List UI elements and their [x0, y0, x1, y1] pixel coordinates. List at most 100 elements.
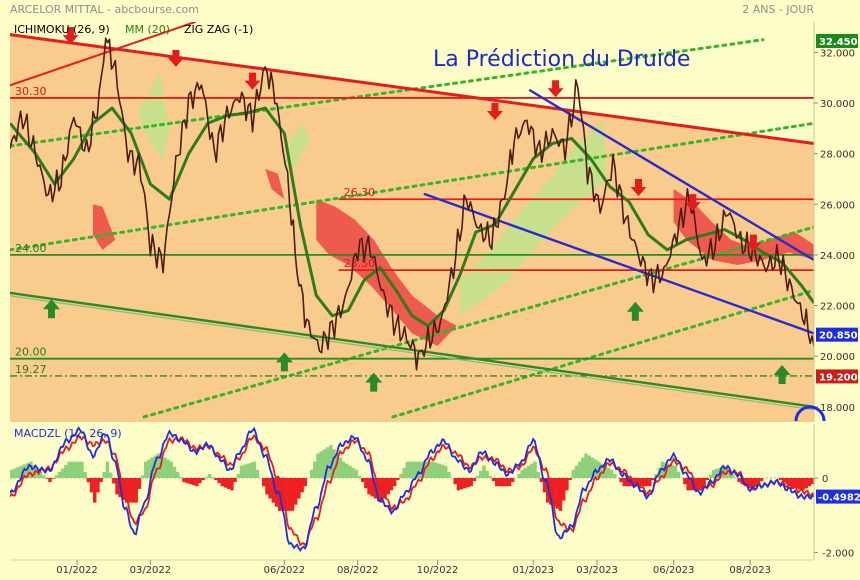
- macd-histogram-bar: [463, 478, 467, 489]
- macd-histogram-bar: [108, 472, 113, 479]
- macd-histogram-bar: [705, 478, 710, 481]
- level-price-badge: 19.200: [819, 372, 858, 383]
- last-price-badge: 20.850: [819, 331, 858, 342]
- macd-histogram-bar: [345, 463, 349, 479]
- level-label-1: 26.30: [344, 186, 376, 199]
- macd-histogram-bar: [124, 478, 129, 503]
- macd-histogram-bar: [412, 461, 416, 479]
- macd-histogram-bar: [51, 478, 55, 479]
- up-arrow-4: [773, 365, 791, 385]
- support-line-shadow: [10, 295, 814, 411]
- macd-histogram-bar: [581, 457, 585, 479]
- macd-histogram-bar: [504, 478, 509, 487]
- macd-histogram-bar: [479, 470, 483, 479]
- macd-histogram-bar: [699, 478, 703, 491]
- macd-histogram-bar: [61, 468, 65, 479]
- trendline-4: [528, 89, 814, 262]
- x-tick-label-0: 01/2022: [56, 565, 98, 576]
- macd-histogram-bar: [57, 471, 62, 479]
- macd-histogram-bar: [287, 478, 292, 511]
- macd-histogram-bar: [25, 462, 30, 479]
- macd-histogram-bar: [577, 461, 582, 479]
- macd-histogram-bar: [370, 478, 375, 497]
- moving-average-line: [10, 106, 814, 328]
- macd-histogram-bar: [64, 465, 68, 479]
- macd-histogram-bar: [338, 457, 343, 479]
- macd-histogram-bar: [613, 473, 617, 479]
- macd-histogram-bar: [99, 478, 103, 483]
- macd-histogram-bar: [667, 463, 671, 479]
- macd-histogram-bar: [459, 478, 464, 490]
- macd-histogram-bar: [322, 449, 327, 479]
- macd-histogram-bar: [810, 478, 814, 485]
- macd-histogram-bar: [147, 459, 151, 479]
- macd-histogram-bar: [96, 478, 100, 493]
- macd-histogram-bar: [737, 478, 741, 483]
- macd-histogram-bar: [211, 477, 215, 479]
- x-tick-label-8: 08/2023: [729, 565, 771, 576]
- level-price-badge-bg: [816, 369, 858, 384]
- macd-histogram-bar: [316, 453, 320, 479]
- macd-histogram-bar: [453, 478, 457, 485]
- macd-histogram-bar: [262, 478, 266, 487]
- cloud-bear-0: [92, 204, 116, 250]
- macd-histogram-bar: [54, 475, 59, 479]
- macd-histogram-bar: [230, 478, 234, 491]
- macd-histogram-bar: [351, 467, 355, 479]
- up-arrow-0: [42, 299, 60, 319]
- price-tick-label-5: 28.000: [820, 150, 855, 161]
- macd-histogram-bar: [179, 477, 183, 479]
- macd-histogram-bar: [255, 469, 260, 479]
- macd-histogram-bar: [526, 465, 531, 479]
- macd-histogram-bar: [153, 455, 158, 479]
- macd-histogram-bar: [702, 478, 706, 486]
- macd-histogram-bar: [558, 478, 563, 511]
- macd-histogram-bar: [565, 478, 569, 491]
- macd-histogram-bar: [804, 478, 808, 489]
- level-label-4: 20.00: [15, 346, 47, 359]
- channel-line-0: [10, 38, 765, 148]
- macd-histogram-bar: [689, 478, 694, 491]
- macd-histogram-bar: [494, 478, 499, 487]
- macd-histogram-bar: [364, 478, 368, 489]
- macd-histogram-bar: [185, 478, 189, 484]
- macd-histogram-bar: [284, 478, 288, 511]
- panel-zone: [10, 34, 814, 422]
- macd-histogram-bar: [354, 469, 359, 479]
- macd-histogram-bar: [217, 478, 221, 484]
- price-tick-label-1: 20.000: [820, 352, 855, 363]
- macd-histogram-bar: [86, 478, 91, 483]
- macd-histogram-bar: [418, 461, 422, 479]
- macd-histogram-bar: [303, 478, 308, 487]
- macd-histogram-bar: [332, 449, 336, 479]
- legend-ichimoku: ICHIMOKU (26, 9): [14, 23, 110, 36]
- macd-histogram-bar: [10, 469, 14, 479]
- macd-histogram-bar: [791, 478, 796, 488]
- macd-histogram-bar: [715, 468, 719, 479]
- x-tick-label-6: 03/2023: [576, 565, 618, 576]
- legend-mm: MM (20): [125, 23, 170, 36]
- macd-last-badge-bg: [816, 489, 860, 504]
- macd-histogram-bar: [13, 468, 17, 479]
- macd-histogram-bar: [788, 478, 792, 487]
- macd-histogram-bar: [16, 467, 20, 479]
- down-arrow-4: [547, 80, 564, 98]
- macd-histogram-bar: [523, 467, 528, 479]
- macd-histogram-bar: [794, 478, 799, 489]
- macd-histogram-bar: [399, 473, 403, 479]
- macd-histogram-bar: [782, 478, 786, 483]
- x-tick-label-3: 08/2022: [337, 565, 379, 576]
- price-tick-label-4: 26.000: [820, 200, 855, 211]
- macd-histogram-bar: [676, 471, 681, 479]
- macd-histogram-bar: [542, 478, 547, 493]
- macd-histogram-bar: [533, 461, 537, 479]
- level-label-5: 19.27: [15, 363, 47, 376]
- price-tick-label-6: 30.000: [820, 99, 855, 110]
- macd-histogram-bar: [619, 478, 623, 483]
- macd-histogram-bar: [214, 478, 218, 481]
- macd-last-badge: -0.4982: [818, 493, 860, 504]
- macd-histogram-bar: [440, 464, 445, 479]
- macd-histogram-bar: [651, 478, 655, 481]
- macd-histogram-bar: [137, 478, 142, 489]
